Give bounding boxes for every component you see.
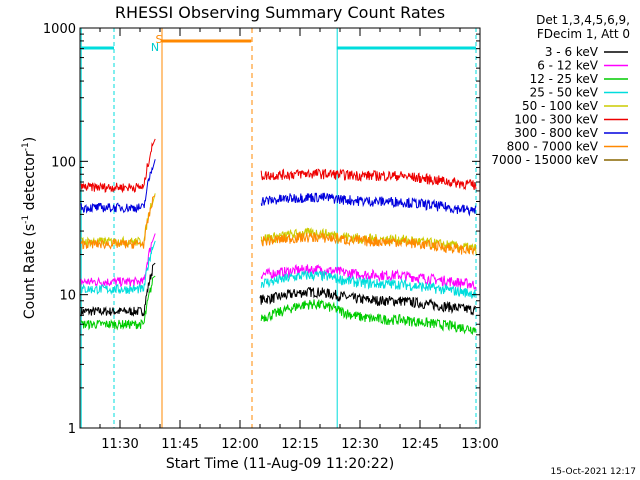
- series-line: [260, 269, 477, 299]
- legend-label: 25 - 50 keV: [530, 86, 599, 100]
- legend-header-line-2: FDecim 1, Att 0: [537, 27, 630, 41]
- series-line: [80, 159, 156, 214]
- generated-timestamp: 15-Oct-2021 12:17: [551, 467, 636, 477]
- y-tick-label: 10: [59, 289, 76, 304]
- y-axis-label-part: Count Rate (s: [22, 224, 38, 319]
- x-tick-label: 12:45: [401, 437, 438, 452]
- legend-label: 300 - 800 keV: [514, 126, 598, 140]
- plot-frame: [79, 27, 481, 429]
- x-tick-label: 12:00: [221, 437, 258, 452]
- legend-label: 12 - 25 keV: [530, 72, 599, 86]
- y-axis-label-end: ): [22, 137, 38, 142]
- y-tick-label: 100: [51, 155, 76, 170]
- night-flag-label: N: [151, 41, 159, 54]
- x-tick-label: 12:15: [281, 437, 318, 452]
- series-line: [80, 233, 156, 288]
- legend-label: 3 - 6 keV: [545, 45, 599, 59]
- y-axis-label-mid: detector: [22, 151, 38, 215]
- legend-label: 6 - 12 keV: [537, 59, 599, 73]
- x-tick-label: 12:30: [341, 437, 378, 452]
- chart-title: RHESSI Observing Summary Count Rates: [115, 3, 445, 22]
- y-axis-label: Count Rate (s-1 detector-1): [21, 137, 38, 319]
- series-line: [80, 195, 156, 250]
- x-axis-label: Start Time (11-Aug-09 11:20:22): [166, 456, 394, 472]
- y-tick-label: 1: [68, 422, 76, 437]
- y-axis-label-sup2: -1: [21, 142, 31, 151]
- series-line: [80, 275, 156, 331]
- plot-area: [80, 28, 477, 428]
- x-tick-label: 11:30: [101, 437, 138, 452]
- legend-label: 7000 - 15000 keV: [491, 153, 598, 167]
- series-line: [260, 263, 477, 290]
- series-line: [80, 240, 156, 296]
- series-line: [260, 192, 477, 217]
- y-axis-label-sup: -1: [21, 215, 31, 224]
- series-line: [80, 138, 156, 194]
- legend-label: 50 - 100 keV: [522, 99, 599, 113]
- x-tick-label: 13:00: [461, 437, 498, 452]
- series-line: [259, 287, 477, 316]
- x-axis: 11:30 11:45 12:00 12:15 12:30 12:45 13:00: [99, 28, 499, 452]
- series-line: [260, 168, 477, 191]
- y-axis: 1 10 100 1000: [43, 22, 480, 437]
- legend-header-line-1: Det 1,3,4,5,6,9,: [536, 13, 630, 27]
- y-tick-label: 1000: [43, 22, 76, 37]
- x-tick-label: 11:45: [161, 437, 198, 452]
- legend-label: 800 - 7000 keV: [507, 140, 599, 154]
- series-line: [80, 193, 156, 249]
- series-line: [260, 299, 477, 336]
- legend-label: 100 - 300 keV: [514, 113, 598, 127]
- series-line: [260, 231, 477, 256]
- saa-flag-label: S: [156, 33, 163, 46]
- series-line: [80, 262, 156, 317]
